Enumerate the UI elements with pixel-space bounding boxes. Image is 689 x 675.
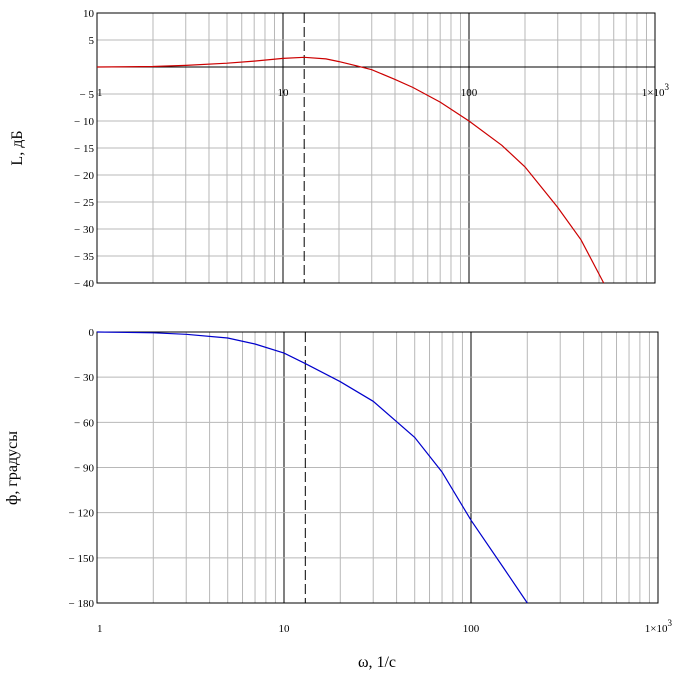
y-tick-label: 10 xyxy=(83,8,95,20)
x-tick-label: 1 xyxy=(97,87,103,99)
x-tick-label: 100 xyxy=(461,87,478,99)
y-tick-label: − 120 xyxy=(69,508,95,520)
y-tick-label: − 90 xyxy=(74,463,94,475)
y-tick-label: − 60 xyxy=(74,417,94,429)
x-tick-label: 10 xyxy=(279,623,291,635)
y-tick-label: − 30 xyxy=(74,224,94,236)
y-tick-label: − 15 xyxy=(74,143,94,155)
y-axis-label: ф, градусы xyxy=(4,431,21,505)
y-tick-label: − 180 xyxy=(69,598,95,610)
y-tick-label: − 25 xyxy=(74,197,94,209)
y-tick-label: − 35 xyxy=(74,251,94,263)
y-tick-label: − 150 xyxy=(69,553,95,565)
plot-frame xyxy=(96,12,656,284)
x-tick-label: 1 xyxy=(97,623,103,635)
y-tick-label: − 5 xyxy=(80,89,95,101)
chart-2: 0 − 30 − 60 − 90 − 120 − 150 − 180 1 10 100 1×103 ф… xyxy=(4,327,673,671)
x-tick-label: 1×103 xyxy=(642,82,670,99)
x-tick-exponent: 3 xyxy=(668,618,673,628)
series-line xyxy=(96,331,528,604)
y-tick-label: − 10 xyxy=(74,116,94,128)
series-line xyxy=(96,56,605,284)
y-tick-label: − 20 xyxy=(74,170,94,182)
y-tick-label: 5 xyxy=(89,35,95,47)
x-tick-label: 1×103 xyxy=(645,618,673,635)
x-axis-label: ω, 1/c xyxy=(358,654,396,671)
y-tick-label: − 40 xyxy=(74,278,94,290)
plot-frame xyxy=(96,331,659,604)
y-tick-label: − 30 xyxy=(74,372,94,384)
x-tick-label: 100 xyxy=(463,623,480,635)
x-tick-label: 10 xyxy=(278,87,290,99)
chart-1: 10 5 − 5 − 10 − 15 − 20 − 25 − 30 − 35 − 40 1 10 100… xyxy=(9,8,670,290)
x-tick-exponent: 3 xyxy=(665,82,670,92)
y-axis-label: L, дБ xyxy=(9,130,26,165)
y-tick-label: 0 xyxy=(89,327,95,339)
